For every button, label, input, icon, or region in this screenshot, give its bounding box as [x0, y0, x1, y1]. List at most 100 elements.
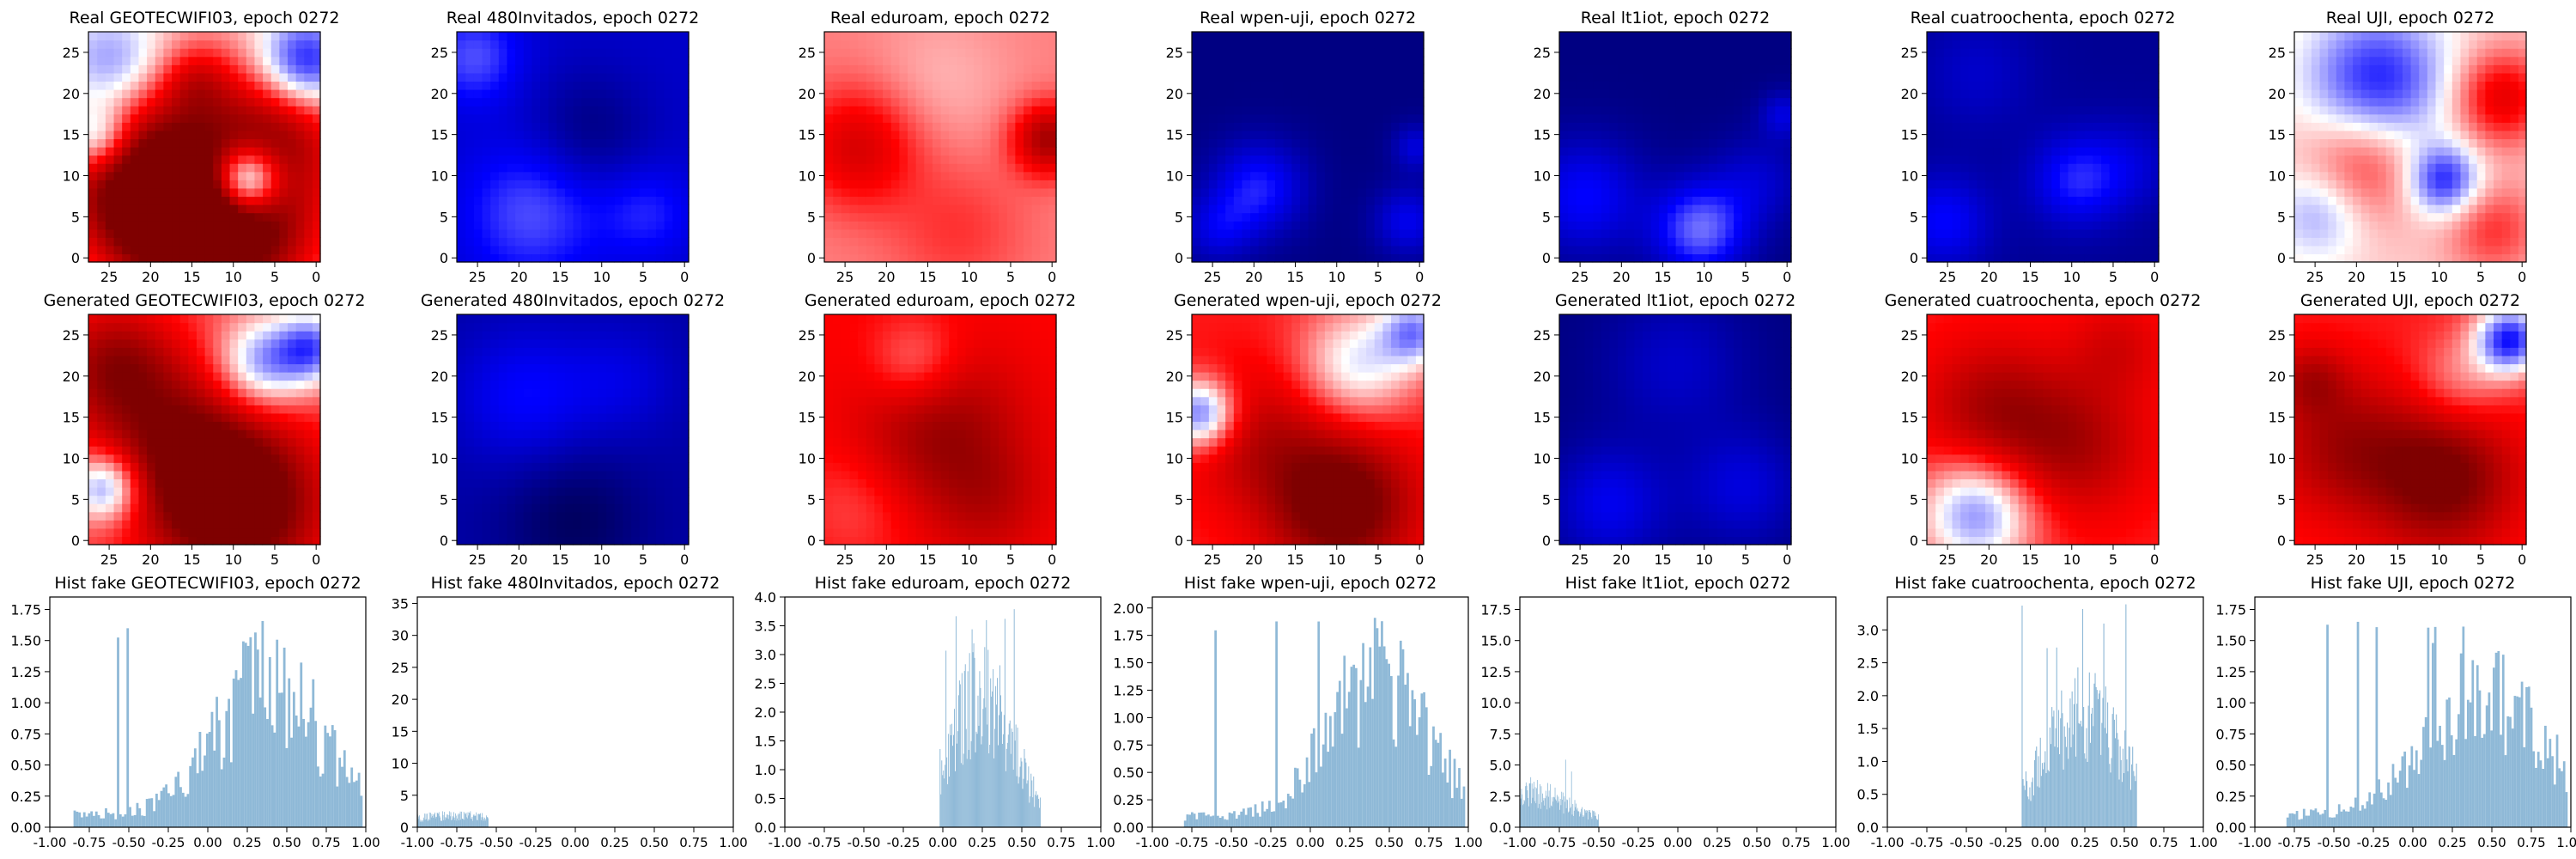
- heatmap-cell: [639, 106, 648, 115]
- heatmap-cell: [1192, 187, 1201, 198]
- heatmap-cell: [1374, 72, 1383, 82]
- heatmap-cell: [531, 221, 541, 230]
- heatmap-cell: [88, 106, 98, 115]
- heatmap-cell: [1200, 237, 1209, 247]
- heatmap-cell: [1340, 228, 1350, 238]
- heatmap-cell: [303, 40, 313, 49]
- heatmap-cell: [1976, 171, 1986, 180]
- heatmap-cell: [2084, 245, 2093, 255]
- heatmap-cell: [312, 64, 321, 74]
- heatmap-cell: [573, 155, 582, 164]
- heatmap-cell: [1642, 221, 1651, 230]
- heatmap-cell: [2109, 81, 2118, 90]
- heatmap-cell: [630, 81, 640, 90]
- heatmap-cell: [473, 97, 483, 107]
- heatmap-cell: [130, 171, 139, 180]
- heatmap-cell: [973, 171, 982, 180]
- heatmap-cell: [1783, 245, 1792, 255]
- heatmap-cell: [1968, 196, 1978, 205]
- heatmap-cell: [1608, 180, 1619, 189]
- heatmap-cell: [2001, 81, 2011, 90]
- heatmap-cell: [1783, 221, 1792, 230]
- heatmap-cell: [237, 253, 246, 263]
- heatmap-cell: [1039, 89, 1048, 99]
- heatmap-cell: [857, 163, 866, 173]
- heatmap-cell: [973, 212, 982, 222]
- heatmap-cell: [655, 187, 665, 198]
- heatmap-cell: [1233, 196, 1242, 205]
- heatmap-cell: [179, 187, 189, 198]
- heatmap-cell: [597, 89, 607, 99]
- heatmap-cell: [2134, 130, 2143, 140]
- heatmap-cell: [1683, 72, 1692, 82]
- heatmap-cell: [2142, 237, 2151, 247]
- heatmap-cell: [2092, 97, 2102, 107]
- heatmap-cell: [564, 163, 574, 173]
- heatmap-cell: [630, 56, 640, 65]
- heatmap-cell: [1935, 147, 1944, 156]
- heatmap-cell: [1014, 245, 1024, 255]
- heatmap-cell: [2402, 253, 2411, 263]
- heatmap-cell: [2050, 138, 2060, 148]
- heatmap-cell: [1675, 106, 1685, 115]
- heatmap-cell: [998, 187, 1007, 198]
- heatmap-cell: [523, 97, 532, 107]
- heatmap-cell: [915, 228, 925, 238]
- heatmap-cell: [137, 196, 148, 205]
- heatmap-cell: [948, 253, 957, 263]
- heatmap-cell: [162, 40, 173, 49]
- heatmap-cell: [671, 89, 681, 99]
- heatmap-cell: [130, 187, 139, 198]
- heatmap-cell: [630, 97, 640, 107]
- heatmap-cell: [1324, 187, 1334, 198]
- heatmap-cell: [573, 228, 582, 238]
- heatmap-cell: [1192, 155, 1201, 164]
- heatmap-cell: [2418, 253, 2427, 263]
- heatmap-cell: [824, 138, 834, 148]
- heatmap-cell: [664, 187, 673, 198]
- heatmap-cell: [1031, 228, 1041, 238]
- heatmap-cell: [1724, 97, 1735, 107]
- heatmap-cell: [2294, 253, 2304, 263]
- heatmap-cell: [155, 113, 164, 123]
- heatmap-cell: [473, 40, 483, 49]
- heatmap-cell: [1608, 48, 1619, 58]
- heatmap-cell: [1658, 228, 1668, 238]
- heatmap-cell: [1415, 204, 1425, 214]
- heatmap-cell: [2393, 228, 2403, 238]
- heatmap-cell: [1340, 130, 1350, 140]
- heatmap-cell: [1567, 130, 1577, 140]
- heatmap-cell: [295, 40, 305, 49]
- heatmap-cell: [1733, 106, 1742, 115]
- heatmap-cell: [1583, 212, 1594, 222]
- heatmap-cell: [1592, 64, 1601, 74]
- heatmap-cell: [204, 228, 214, 238]
- heatmap-cell: [2393, 245, 2403, 255]
- heatmap-cell: [2418, 237, 2427, 247]
- heatmap-cell: [622, 122, 632, 131]
- heatmap-cell: [647, 180, 657, 189]
- heatmap-cell: [1399, 138, 1408, 148]
- heatmap-cell: [964, 237, 975, 247]
- heatmap-cell: [890, 56, 900, 65]
- heatmap-cell: [539, 196, 549, 205]
- heatmap-cell: [212, 97, 222, 107]
- heatmap-cell: [1340, 221, 1350, 230]
- heatmap-cell: [2059, 97, 2069, 107]
- heatmap-cell: [923, 163, 933, 173]
- heatmap-cell: [1559, 212, 1569, 222]
- heatmap-cell: [1283, 97, 1292, 107]
- heatmap-cell: [923, 56, 933, 65]
- heatmap-cell: [130, 122, 139, 131]
- heatmap-cell: [1291, 237, 1300, 247]
- heatmap-cell: [1224, 212, 1234, 222]
- heatmap-cell: [873, 228, 884, 238]
- heatmap-cell: [237, 204, 246, 214]
- heatmap-cell: [2001, 64, 2011, 74]
- heatmap-cell: [907, 204, 916, 214]
- heatmap-cell: [514, 130, 524, 140]
- heatmap-cell: [680, 204, 690, 214]
- heatmap-cell: [1406, 89, 1416, 99]
- heatmap-cell: [121, 138, 131, 148]
